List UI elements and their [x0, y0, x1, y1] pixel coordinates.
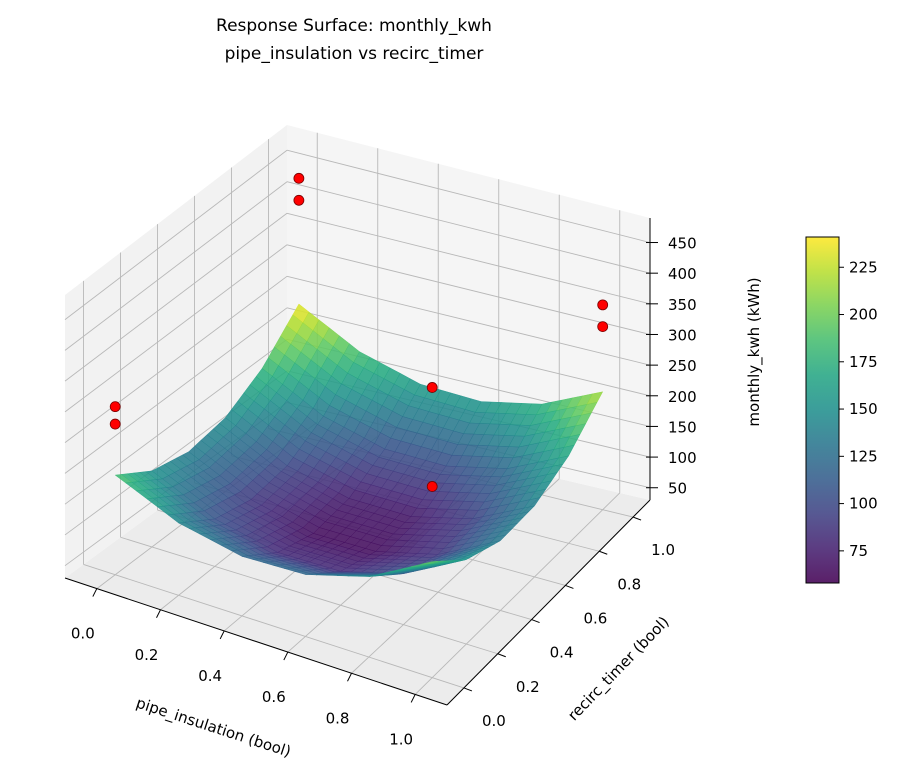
grid-line-z-left — [64, 212, 288, 382]
x-tick-label: 0.6 — [262, 688, 286, 706]
grid-line-x-floor — [414, 492, 621, 695]
grid-line-z-left — [64, 244, 288, 413]
chart-title-line-2: pipe_insulation vs recirc_timer — [225, 44, 484, 64]
z-tick-label: 200 — [668, 388, 697, 406]
data-point — [293, 172, 305, 184]
z-axis-label: monthly_kwh (kWh) — [745, 277, 764, 426]
y-tick-label: 0.0 — [482, 712, 506, 730]
grid-line-z-left — [64, 338, 288, 505]
colorbar-tick-label: 125 — [849, 447, 878, 465]
x-tick — [410, 694, 416, 703]
grid-line-z-left — [64, 149, 288, 320]
surface-and-points — [109, 172, 609, 577]
x-axis-line — [64, 577, 448, 706]
y-tick — [599, 550, 608, 555]
data-point — [109, 418, 121, 430]
x-tick — [156, 609, 161, 618]
y-tick — [463, 687, 473, 692]
data-point — [597, 299, 609, 311]
grid-line-z-back — [286, 149, 651, 243]
data-point — [597, 321, 609, 333]
data-point — [426, 382, 438, 393]
z-tick-label: 350 — [668, 296, 697, 314]
grid-line-z-back — [286, 275, 651, 366]
x-tick-label: 0.2 — [135, 646, 159, 664]
z-tick-label: 400 — [668, 265, 697, 283]
z-tick-label: 450 — [668, 235, 697, 253]
x-tick-label: 0.0 — [71, 625, 95, 643]
axis-lines-and-ticks: 0.0 0.2 0.4 0.6 0.8 1.0 0.0 0.2 0.4 0.6 0.8 1.0 50 10… — [64, 218, 697, 748]
data-point — [109, 401, 121, 413]
grid-line-y-floor — [83, 563, 465, 689]
z-tick-label: 300 — [668, 326, 697, 344]
colorbar-tick-label: 175 — [849, 353, 878, 371]
colorbar: 75 100 125 150 175 200 225 — [805, 236, 878, 584]
z-tick-label: 100 — [668, 449, 697, 467]
x-tick — [92, 588, 98, 597]
z-tick-label: 250 — [668, 357, 697, 375]
y-tick — [531, 619, 540, 624]
z-tick-label: 50 — [668, 480, 687, 498]
x-tick — [347, 673, 352, 682]
grid-line-z-back — [286, 212, 651, 305]
grid-line-z-back — [286, 244, 651, 335]
x-tick — [283, 651, 289, 661]
data-point — [293, 194, 305, 206]
grid-line-z-left — [64, 307, 288, 474]
y-axis-label: recirc_timer (bool) — [564, 613, 673, 725]
surface-patch — [421, 561, 438, 565]
colorbar-tick-label: 75 — [849, 542, 868, 560]
y-tick — [632, 516, 642, 521]
grid-line-z-left — [64, 275, 288, 444]
grid-line-z-back — [286, 307, 651, 397]
grid-line-z-left — [64, 181, 288, 351]
colorbar-tick-label: 100 — [849, 495, 878, 513]
x-tick — [219, 630, 225, 640]
y-tick-label: 1.0 — [651, 541, 675, 559]
colorbar-tick-label: 200 — [849, 306, 878, 324]
colorbar-scale — [805, 236, 840, 584]
y-tick — [497, 653, 506, 658]
grid-line-y-floor — [120, 536, 498, 655]
z-tick-label: 150 — [668, 418, 697, 436]
y-tick-label: 0.2 — [516, 678, 540, 696]
y-tick-label: 0.8 — [617, 575, 641, 593]
grid-line-z-back — [286, 181, 651, 274]
colorbar-tick-label: 150 — [849, 400, 878, 418]
data-point — [426, 481, 438, 492]
y-axis-line — [446, 499, 651, 706]
colorbar-tick-label: 225 — [849, 258, 878, 276]
y-tick-label: 0.6 — [583, 609, 607, 627]
chart-title-line-1: Response Surface: monthly_kwh — [216, 16, 492, 36]
x-tick-label: 0.4 — [198, 667, 222, 685]
y-tick-label: 0.4 — [550, 644, 574, 662]
x-tick-label: 0.8 — [326, 709, 350, 727]
y-tick — [565, 584, 574, 589]
x-tick-label: 1.0 — [389, 730, 413, 748]
